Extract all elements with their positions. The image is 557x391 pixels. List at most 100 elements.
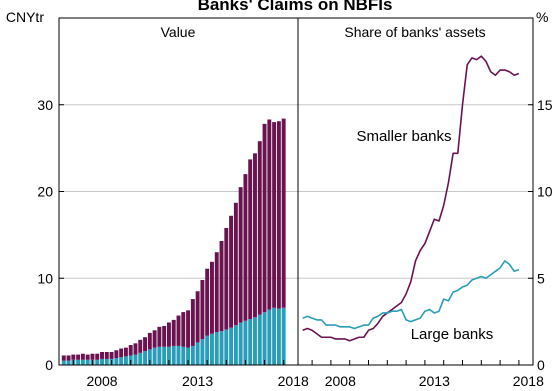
bar-smaller-21 xyxy=(162,325,167,347)
bar-smaller-20 xyxy=(157,326,162,347)
bar-large-29 xyxy=(200,338,205,365)
bar-large-40 xyxy=(253,317,257,365)
bar-large-12 xyxy=(119,357,124,365)
bar-smaller-2 xyxy=(71,354,76,360)
left-ytick-label-10: 10 xyxy=(37,270,53,286)
bar-large-41 xyxy=(257,314,262,365)
bar-smaller-22 xyxy=(166,322,171,347)
right-xtick-label-2018: 2018 xyxy=(513,373,544,389)
bar-smaller-19 xyxy=(152,330,157,348)
line-smaller-banks xyxy=(302,55,520,342)
annotation-large-banks: Large banks xyxy=(411,326,494,343)
left-xtick-label-2018: 2018 xyxy=(278,373,309,389)
bar-large-42 xyxy=(262,312,267,365)
bar-smaller-34 xyxy=(224,227,229,330)
bar-smaller-33 xyxy=(219,240,224,332)
bar-large-28 xyxy=(195,342,200,365)
bar-large-22 xyxy=(166,346,171,365)
right-ytick-label-5: 5 xyxy=(537,270,545,286)
bar-smaller-13 xyxy=(123,347,128,357)
bar-smaller-0 xyxy=(61,355,66,361)
bar-large-44 xyxy=(272,307,277,365)
bar-smaller-10 xyxy=(109,351,114,359)
bar-large-26 xyxy=(186,347,191,365)
bar-smaller-9 xyxy=(104,351,109,359)
left-ytick-label-30: 30 xyxy=(37,97,53,113)
left-xtick-label-2008: 2008 xyxy=(86,373,117,389)
right-xtick-label-2008: 2008 xyxy=(325,373,356,389)
bar-large-15 xyxy=(133,354,138,365)
right-panel-title: Share of banks' assets xyxy=(344,24,485,40)
bar-large-30 xyxy=(205,335,210,365)
bar-large-0 xyxy=(61,360,66,365)
bar-large-34 xyxy=(224,329,229,365)
bar-smaller-37 xyxy=(238,187,243,323)
bar-large-3 xyxy=(76,359,81,365)
bar-smaller-7 xyxy=(95,353,100,360)
bar-smaller-3 xyxy=(76,354,81,360)
bar-large-1 xyxy=(66,360,71,365)
bar-smaller-14 xyxy=(128,345,133,356)
bar-smaller-11 xyxy=(114,350,119,359)
bar-large-4 xyxy=(80,359,85,365)
bar-large-36 xyxy=(233,325,238,365)
bar-large-46 xyxy=(281,307,286,365)
left-unit-label: CNYtr xyxy=(6,9,44,25)
right-ytick-label-15: 15 xyxy=(537,97,553,113)
bar-large-33 xyxy=(219,331,224,365)
bar-large-35 xyxy=(229,327,234,365)
bar-smaller-24 xyxy=(176,315,181,346)
bar-large-19 xyxy=(152,347,157,365)
axis-ticks xyxy=(59,104,533,366)
bar-large-39 xyxy=(248,319,253,365)
left-panel-title: Value xyxy=(161,24,196,40)
bar-smaller-36 xyxy=(233,202,238,326)
bar-large-7 xyxy=(95,359,100,365)
bar-large-45 xyxy=(276,308,281,365)
bar-smaller-44 xyxy=(272,122,277,308)
bar-large-21 xyxy=(162,346,167,365)
bar-large-24 xyxy=(176,345,181,365)
gridlines xyxy=(59,104,533,279)
bar-smaller-31 xyxy=(210,261,214,334)
bar-smaller-5 xyxy=(85,354,90,360)
bar-large-17 xyxy=(143,351,147,365)
bar-smaller-18 xyxy=(147,332,152,350)
line-series xyxy=(302,55,520,342)
bar-smaller-8 xyxy=(100,351,104,359)
bar-smaller-15 xyxy=(133,343,138,355)
bar-smaller-29 xyxy=(200,279,205,339)
bar-smaller-39 xyxy=(248,159,253,320)
bar-smaller-28 xyxy=(195,291,200,343)
bar-smaller-16 xyxy=(138,339,143,353)
bar-smaller-35 xyxy=(229,215,234,328)
left-ytick-label-20: 20 xyxy=(37,184,53,200)
bar-large-5 xyxy=(85,359,90,365)
chart-title: Banks' Claims on NBFIs xyxy=(198,0,393,14)
bar-smaller-1 xyxy=(66,355,71,361)
line-large-banks xyxy=(302,260,520,330)
bar-series xyxy=(61,118,286,365)
bar-smaller-42 xyxy=(262,123,267,313)
bar-smaller-46 xyxy=(281,118,286,308)
bar-large-25 xyxy=(181,346,186,365)
bar-smaller-30 xyxy=(205,268,210,336)
bar-smaller-45 xyxy=(276,121,281,309)
bar-large-23 xyxy=(171,345,176,365)
bar-smaller-38 xyxy=(243,174,248,321)
annotation-smaller-banks: Smaller banks xyxy=(356,128,451,145)
bar-smaller-12 xyxy=(119,348,124,358)
bar-large-27 xyxy=(190,345,195,365)
right-ytick-label-10: 10 xyxy=(537,184,553,200)
bar-large-16 xyxy=(138,352,143,365)
bar-smaller-23 xyxy=(171,319,176,346)
right-xtick-label-2013: 2013 xyxy=(419,373,450,389)
bar-large-38 xyxy=(243,320,248,365)
left-xtick-label-2013: 2013 xyxy=(182,373,213,389)
bar-large-20 xyxy=(157,346,162,365)
bar-large-9 xyxy=(104,358,109,365)
bar-smaller-4 xyxy=(80,353,85,360)
bar-smaller-40 xyxy=(253,153,257,318)
right-ytick-label-0: 0 xyxy=(537,357,545,373)
